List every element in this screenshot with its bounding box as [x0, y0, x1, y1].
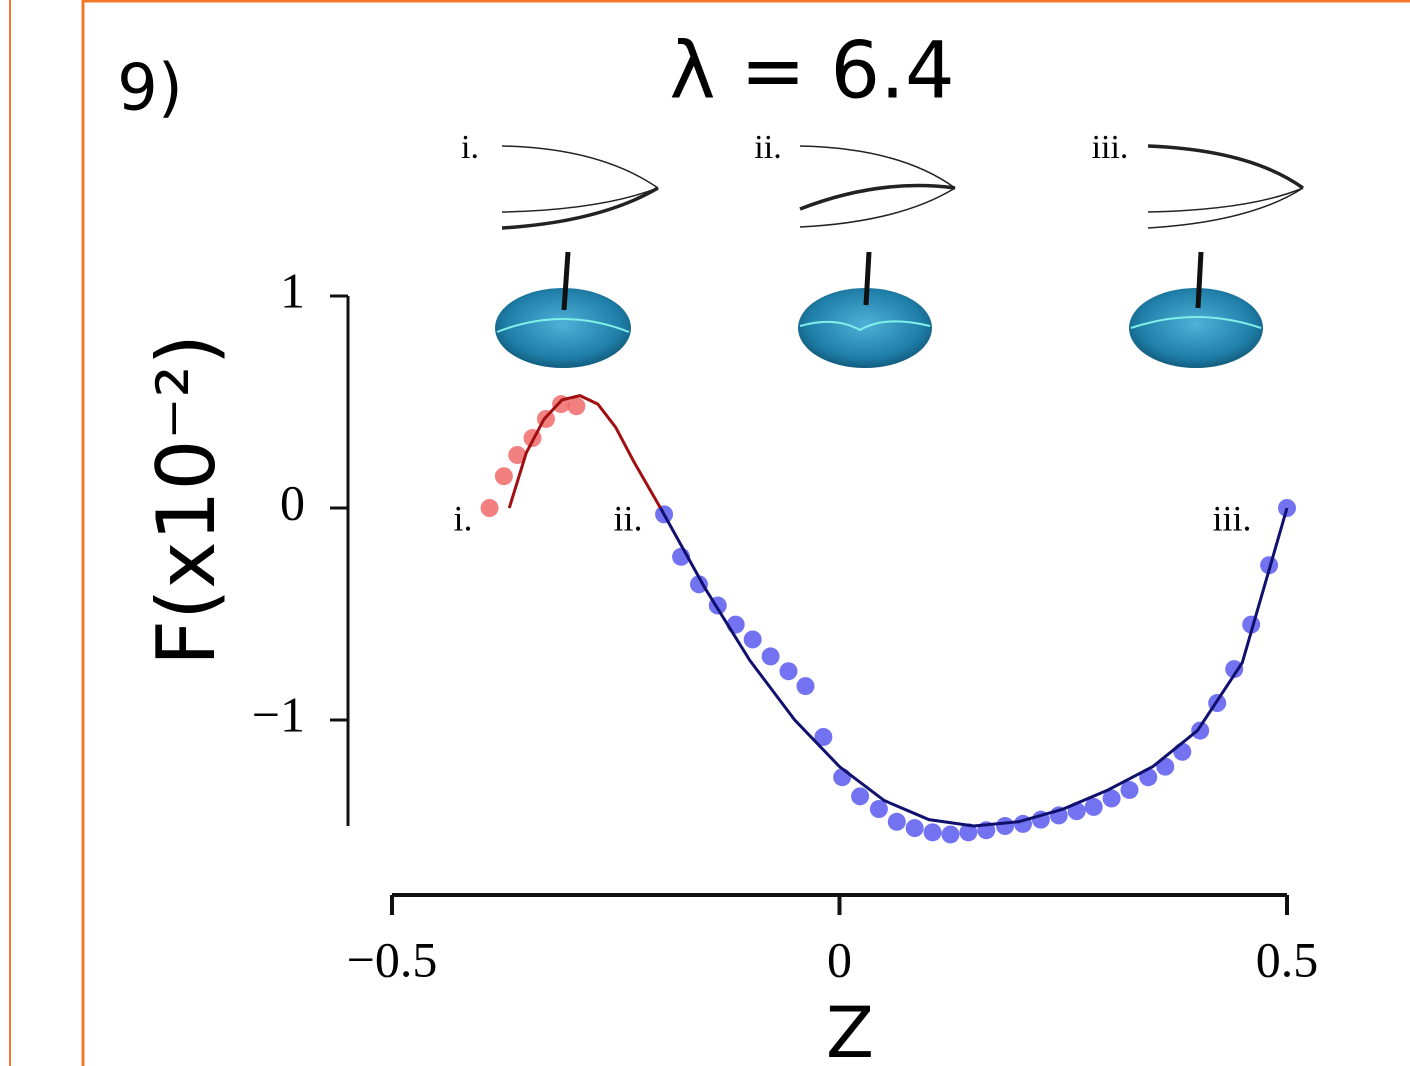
y-tick-label: 0	[280, 474, 305, 530]
point-label: ii.	[613, 498, 642, 538]
data-point	[779, 662, 798, 681]
data-point	[761, 647, 780, 666]
data-point	[1156, 757, 1175, 776]
data-point	[1191, 721, 1210, 740]
data-point	[851, 787, 870, 806]
data-point	[689, 575, 708, 594]
data-point	[494, 467, 513, 486]
data-point	[905, 819, 924, 838]
data-point	[1102, 789, 1121, 808]
x-tick-label: 0.5	[1256, 931, 1319, 987]
fit-curve	[507, 394, 662, 509]
panel-label: 9)	[117, 52, 183, 126]
x-axis-label: Z	[826, 992, 874, 1066]
data-point	[869, 800, 888, 819]
point-label: i.	[453, 498, 472, 538]
data-point	[996, 817, 1015, 835]
data-point	[959, 823, 978, 842]
data-point	[1225, 660, 1244, 679]
shape-label: i.	[461, 129, 479, 166]
x-tick-label: 0	[827, 931, 852, 987]
x-tick-label: −0.5	[347, 931, 438, 987]
shape-label: ii.	[754, 129, 781, 166]
data-point	[508, 446, 527, 464]
data-point	[923, 823, 942, 842]
y-tick-label: 1	[280, 262, 305, 318]
data-point	[796, 677, 815, 696]
y-tick-label: −1	[252, 686, 305, 742]
drop-images	[495, 251, 1263, 368]
point-label: iii.	[1212, 498, 1251, 538]
shape-diagrams	[501, 144, 1305, 230]
data-point	[480, 499, 499, 517]
shape-label: iii.	[1092, 129, 1129, 166]
data-point	[814, 727, 833, 746]
data-point	[833, 768, 852, 787]
fit-curve	[659, 507, 1289, 828]
chart-title: λ = 6.4	[669, 26, 954, 116]
data-point	[567, 397, 586, 416]
data-point	[941, 825, 960, 844]
data-point	[1173, 742, 1192, 761]
data-point	[887, 812, 906, 831]
data-point	[743, 630, 762, 649]
y-axis-label: F(x10⁻²)	[140, 334, 233, 666]
data-point	[1084, 797, 1103, 816]
data-point	[1120, 780, 1139, 799]
